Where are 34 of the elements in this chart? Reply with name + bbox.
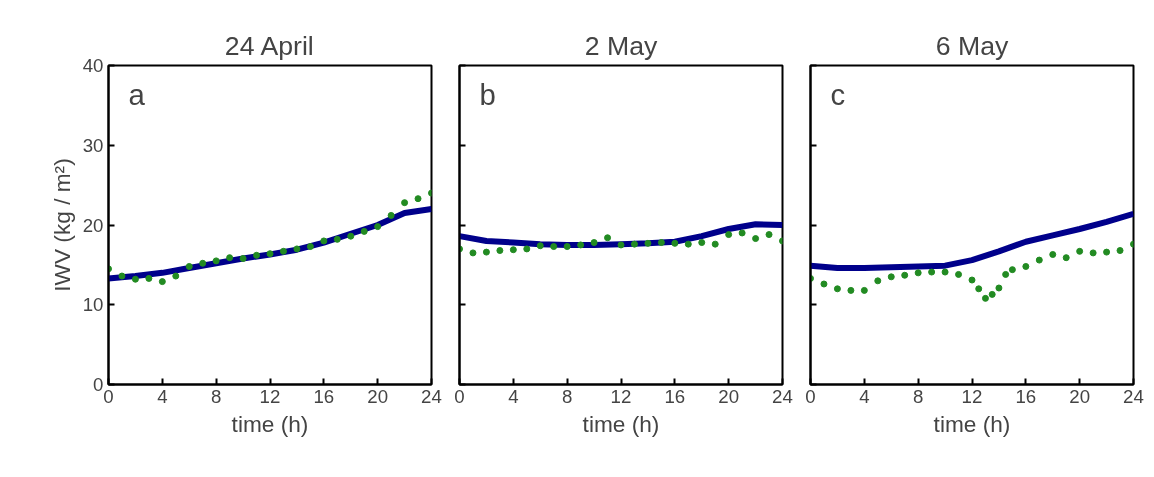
x-tick-label: 12 [610, 385, 632, 407]
x-tick-label: 20 [718, 385, 740, 407]
annotation: c [830, 77, 846, 111]
y-tick-label: 20 [82, 214, 104, 236]
x-tick-label: 12 [961, 385, 983, 407]
y-tick-label: 10 [82, 294, 104, 316]
x-tick-label: 24 [1123, 385, 1144, 407]
x-tick-label: 24 [772, 385, 793, 407]
x-tick-label: 24 [421, 385, 442, 407]
x-tick-label: 0 [805, 385, 816, 407]
x-tick-label: 4 [859, 385, 870, 407]
x-tick-label: 20 [1069, 385, 1091, 407]
x-tick-label: 20 [367, 385, 389, 407]
x-tick-label: 16 [1015, 385, 1037, 407]
x-tick-label: 16 [313, 385, 335, 407]
x-tick-label: 12 [259, 385, 281, 407]
x-tick-label: 8 [912, 385, 924, 407]
x-axis-title: time (h) [933, 410, 1011, 437]
x-tick-label: 0 [454, 385, 465, 407]
annotation: b [479, 77, 496, 111]
y-tick-label: 40 [82, 55, 104, 76]
y-tick-label: 30 [82, 134, 104, 156]
x-tick-label: 4 [508, 385, 519, 407]
x-axis-title: time (h) [582, 410, 660, 437]
x-tick-label: 16 [664, 385, 686, 407]
x-tick-label: 8 [210, 385, 222, 407]
chart-title: 2 May [584, 30, 658, 61]
x-axis-title: time (h) [231, 410, 309, 437]
x-tick-label: 8 [561, 385, 573, 407]
chart-title: 6 May [935, 30, 1009, 61]
x-tick-label: 4 [157, 385, 168, 407]
chart-title: 24 April [224, 30, 314, 61]
y-axis-title: IWV (kg / m²) [48, 158, 75, 292]
annotation: a [128, 77, 146, 111]
